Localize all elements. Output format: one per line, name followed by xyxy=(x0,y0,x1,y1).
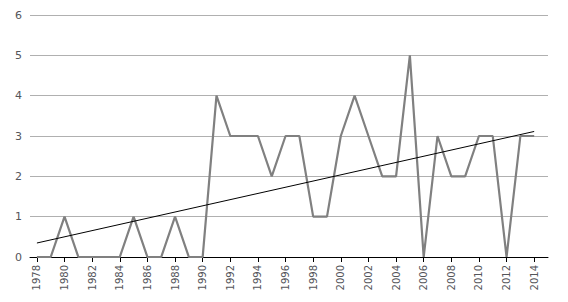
svg-text:1978: 1978 xyxy=(31,265,42,290)
svg-text:0: 0 xyxy=(15,251,22,264)
svg-text:6: 6 xyxy=(15,9,22,22)
svg-text:1998: 1998 xyxy=(308,265,319,290)
svg-text:2004: 2004 xyxy=(391,265,402,290)
svg-text:1986: 1986 xyxy=(142,265,153,290)
svg-text:1988: 1988 xyxy=(170,265,181,290)
svg-text:1: 1 xyxy=(15,210,22,223)
svg-text:5: 5 xyxy=(15,49,22,62)
svg-text:2010: 2010 xyxy=(473,265,484,290)
svg-text:1990: 1990 xyxy=(197,265,208,290)
svg-text:2012: 2012 xyxy=(501,265,512,290)
svg-text:2008: 2008 xyxy=(446,265,457,290)
svg-text:2: 2 xyxy=(15,170,22,183)
svg-text:2006: 2006 xyxy=(418,265,429,290)
svg-text:1994: 1994 xyxy=(252,265,263,290)
svg-text:2002: 2002 xyxy=(363,265,374,290)
svg-text:1982: 1982 xyxy=(87,265,98,290)
svg-text:2000: 2000 xyxy=(335,265,346,290)
svg-text:4: 4 xyxy=(15,89,22,102)
svg-text:1992: 1992 xyxy=(225,265,236,290)
svg-text:1984: 1984 xyxy=(114,265,125,290)
svg-text:3: 3 xyxy=(15,130,22,143)
svg-text:2014: 2014 xyxy=(529,265,540,290)
svg-text:1980: 1980 xyxy=(59,265,70,290)
svg-text:1996: 1996 xyxy=(280,265,291,290)
